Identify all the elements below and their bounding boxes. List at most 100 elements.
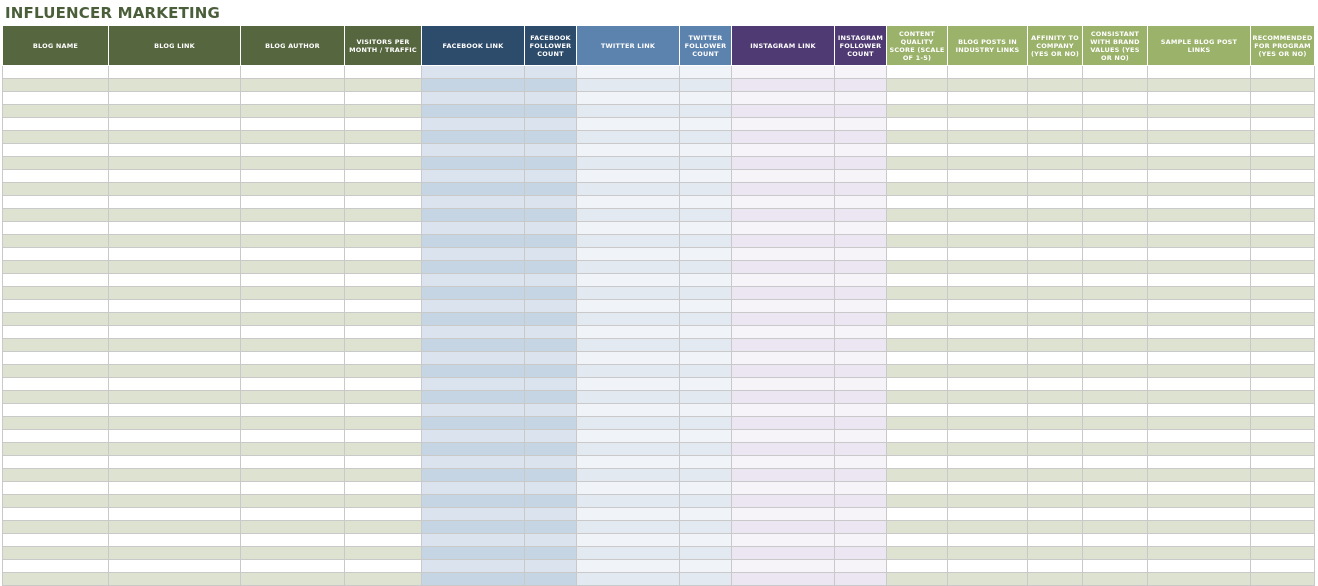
table-cell[interactable] (576, 429, 680, 443)
table-cell[interactable] (1082, 390, 1148, 404)
table-cell[interactable] (731, 260, 835, 274)
table-cell[interactable] (1250, 442, 1315, 456)
table-cell[interactable] (731, 208, 835, 222)
table-cell[interactable] (834, 260, 887, 274)
table-cell[interactable] (108, 572, 241, 586)
table-cell[interactable] (679, 247, 732, 261)
table-cell[interactable] (679, 325, 732, 339)
table-cell[interactable] (108, 494, 241, 508)
table-cell[interactable] (947, 91, 1028, 105)
table-cell[interactable] (576, 442, 680, 456)
table-cell[interactable] (947, 507, 1028, 521)
table-cell[interactable] (834, 494, 887, 508)
table-cell[interactable] (421, 494, 525, 508)
table-cell[interactable] (1082, 208, 1148, 222)
table-cell[interactable] (524, 65, 577, 79)
table-cell[interactable] (1082, 416, 1148, 430)
table-cell[interactable] (1147, 507, 1251, 521)
table-cell[interactable] (1082, 429, 1148, 443)
table-cell[interactable] (1250, 520, 1315, 534)
table-cell[interactable] (421, 104, 525, 118)
table-cell[interactable] (834, 130, 887, 144)
table-cell[interactable] (834, 520, 887, 534)
table-cell[interactable] (524, 559, 577, 573)
table-cell[interactable] (947, 143, 1028, 157)
table-cell[interactable] (1082, 559, 1148, 573)
table-cell[interactable] (834, 91, 887, 105)
table-cell[interactable] (679, 546, 732, 560)
table-cell[interactable] (524, 299, 577, 313)
table-cell[interactable] (108, 377, 241, 391)
table-cell[interactable] (731, 507, 835, 521)
table-cell[interactable] (1027, 260, 1083, 274)
table-cell[interactable] (524, 117, 577, 131)
table-cell[interactable] (2, 221, 109, 235)
table-cell[interactable] (240, 169, 345, 183)
table-cell[interactable] (834, 299, 887, 313)
table-cell[interactable] (344, 91, 422, 105)
table-cell[interactable] (421, 195, 525, 209)
table-cell[interactable] (421, 221, 525, 235)
table-cell[interactable] (240, 572, 345, 586)
table-cell[interactable] (344, 572, 422, 586)
table-cell[interactable] (524, 351, 577, 365)
table-cell[interactable] (1147, 338, 1251, 352)
table-cell[interactable] (1147, 286, 1251, 300)
table-cell[interactable] (679, 208, 732, 222)
table-cell[interactable] (731, 338, 835, 352)
table-cell[interactable] (1027, 416, 1083, 430)
table-cell[interactable] (576, 169, 680, 183)
table-cell[interactable] (108, 104, 241, 118)
table-cell[interactable] (421, 403, 525, 417)
table-cell[interactable] (886, 299, 948, 313)
table-cell[interactable] (886, 117, 948, 131)
table-cell[interactable] (240, 117, 345, 131)
table-cell[interactable] (421, 455, 525, 469)
table-cell[interactable] (524, 533, 577, 547)
table-cell[interactable] (731, 182, 835, 196)
table-cell[interactable] (524, 520, 577, 534)
table-cell[interactable] (834, 455, 887, 469)
table-cell[interactable] (834, 351, 887, 365)
table-cell[interactable] (947, 208, 1028, 222)
table-cell[interactable] (886, 260, 948, 274)
table-cell[interactable] (240, 273, 345, 287)
table-cell[interactable] (344, 65, 422, 79)
table-cell[interactable] (1082, 91, 1148, 105)
table-cell[interactable] (1250, 481, 1315, 495)
table-cell[interactable] (1250, 559, 1315, 573)
table-cell[interactable] (947, 117, 1028, 131)
table-cell[interactable] (834, 546, 887, 560)
table-cell[interactable] (1027, 130, 1083, 144)
table-cell[interactable] (1147, 195, 1251, 209)
table-cell[interactable] (108, 247, 241, 261)
table-cell[interactable] (2, 299, 109, 313)
table-cell[interactable] (947, 260, 1028, 274)
table-cell[interactable] (731, 403, 835, 417)
table-cell[interactable] (1250, 104, 1315, 118)
table-cell[interactable] (2, 208, 109, 222)
table-cell[interactable] (1027, 325, 1083, 339)
table-cell[interactable] (679, 260, 732, 274)
table-cell[interactable] (679, 143, 732, 157)
table-cell[interactable] (886, 234, 948, 248)
table-cell[interactable] (344, 338, 422, 352)
table-cell[interactable] (947, 65, 1028, 79)
table-cell[interactable] (1147, 429, 1251, 443)
table-cell[interactable] (240, 104, 345, 118)
table-cell[interactable] (834, 481, 887, 495)
table-cell[interactable] (421, 65, 525, 79)
table-cell[interactable] (344, 325, 422, 339)
table-cell[interactable] (1082, 520, 1148, 534)
table-cell[interactable] (1082, 468, 1148, 482)
table-cell[interactable] (834, 273, 887, 287)
table-cell[interactable] (1250, 338, 1315, 352)
table-cell[interactable] (2, 377, 109, 391)
table-cell[interactable] (344, 117, 422, 131)
table-cell[interactable] (1147, 351, 1251, 365)
table-cell[interactable] (1147, 572, 1251, 586)
table-cell[interactable] (731, 364, 835, 378)
table-cell[interactable] (240, 91, 345, 105)
table-cell[interactable] (240, 364, 345, 378)
table-cell[interactable] (240, 481, 345, 495)
